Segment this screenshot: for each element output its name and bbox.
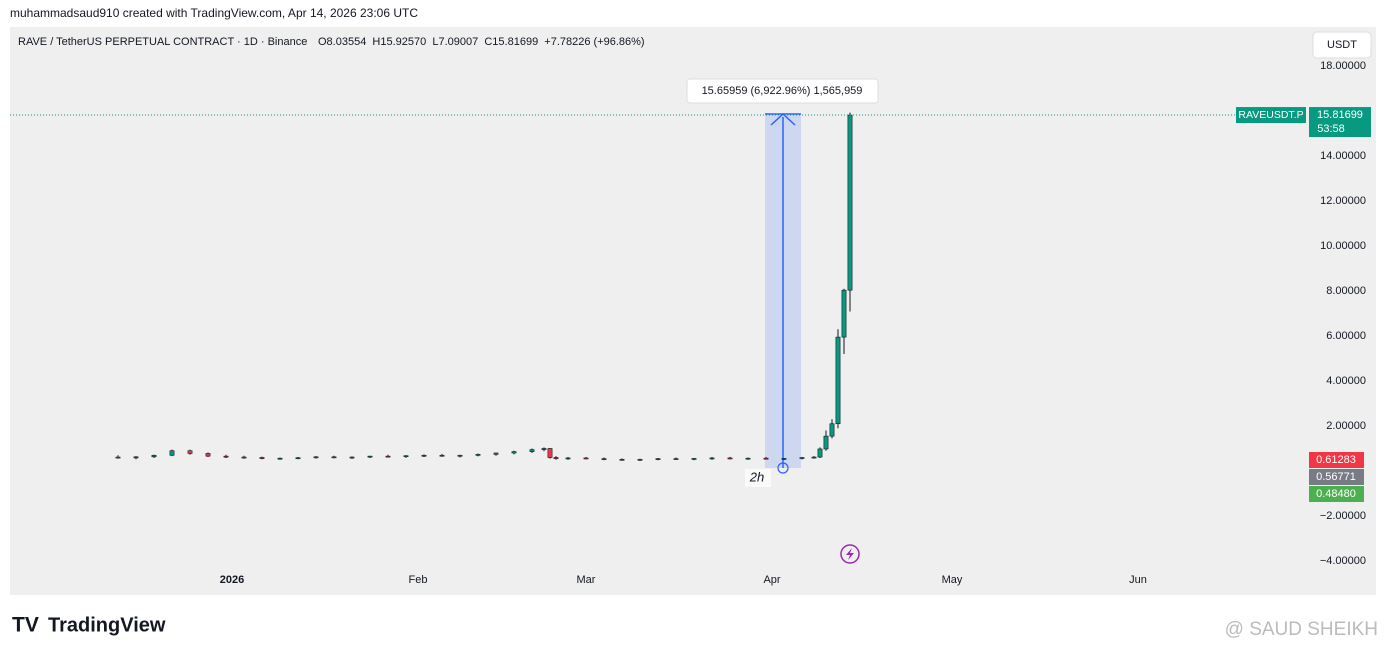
currency-box[interactable] — [1312, 31, 1372, 59]
x-tick-label: Mar — [577, 574, 596, 586]
candle-body — [601, 458, 607, 460]
ohlc: O8.03554 H15.92570 L7.09007 C15.81699 +7… — [318, 36, 645, 48]
candle-body — [511, 451, 517, 454]
candle-body — [547, 448, 553, 458]
price-label: 0.48480 — [1316, 488, 1356, 500]
x-tick-label: May — [942, 574, 963, 586]
candle-body — [829, 423, 835, 437]
symbol-box — [1236, 107, 1306, 124]
candle-body — [439, 454, 445, 457]
duration: 2h — [749, 469, 764, 484]
x-tick-label: 2026 — [220, 574, 244, 586]
candle-body — [457, 454, 463, 457]
candle-body — [169, 450, 175, 456]
y-tick-label: 4.00000 — [1326, 375, 1366, 387]
y-tick-label: −4.00000 — [1320, 555, 1366, 567]
candle-body — [565, 457, 571, 460]
candle-body — [187, 450, 193, 454]
candle-body — [475, 454, 481, 456]
y-tick-label: 18.00000 — [1320, 60, 1366, 72]
candle-body — [205, 453, 211, 457]
candle-body — [493, 452, 499, 455]
candle-body — [673, 458, 679, 460]
y-tick-label: −2.00000 — [1320, 510, 1366, 522]
candle-body — [115, 456, 121, 459]
y-tick-label: 12.00000 — [1320, 195, 1366, 207]
credit: muhammadsaud910 created with TradingView… — [10, 6, 418, 20]
price-label: 0.56771 — [1316, 471, 1356, 483]
candle-body — [823, 435, 829, 450]
duration-box — [745, 469, 771, 487]
y-tick-label: 2.00000 — [1326, 420, 1366, 432]
candle-body — [553, 457, 559, 459]
currency: USDT — [1327, 39, 1357, 51]
x-tick-label: Apr — [763, 574, 780, 586]
candle-body — [385, 455, 391, 458]
measure-label: 15.65959 (6,922.96%) 1,565,959 — [702, 85, 863, 97]
candle-body — [727, 457, 733, 460]
price-label-box — [1309, 486, 1364, 502]
brand: TradingView — [48, 614, 166, 636]
symbol: RAVE / TetherUS PERPETUAL CONTRACT · 1D … — [18, 36, 307, 48]
candle-body — [223, 455, 229, 458]
last-price-label: 15.81699 — [1317, 109, 1363, 121]
candle-body — [583, 457, 589, 460]
candle-body — [277, 457, 283, 460]
watermark: @ SAUD SHEIKH — [1225, 619, 1378, 640]
candle-body — [799, 457, 805, 459]
candle-body — [709, 457, 715, 460]
y-tick-label: 8.00000 — [1326, 285, 1366, 297]
measure-anchor — [777, 462, 789, 474]
candle-body — [295, 457, 301, 460]
event-bolt — [846, 548, 854, 560]
candle-body — [541, 448, 547, 450]
candle-body — [403, 455, 409, 458]
measure-box — [686, 78, 879, 104]
x-tick-label: Feb — [409, 574, 428, 586]
candle-body — [241, 456, 247, 459]
candle-body — [811, 456, 817, 459]
price-label-box — [1309, 452, 1364, 468]
last-price-box — [1309, 107, 1371, 138]
y-tick-label: 6.00000 — [1326, 330, 1366, 342]
x-tick-label: Jun — [1129, 574, 1147, 586]
chart-background — [10, 27, 1376, 595]
event-icon[interactable] — [840, 544, 860, 564]
candle-body — [817, 448, 823, 458]
candle-body — [133, 456, 139, 459]
symbol-label: RAVEUSDT.P — [1238, 109, 1303, 121]
candle-body — [781, 458, 787, 460]
price-label: 0.61283 — [1316, 454, 1356, 466]
candle-body — [835, 336, 841, 425]
candle-body — [847, 114, 853, 291]
candle-body — [691, 458, 697, 460]
y-tick-label: 10.00000 — [1320, 240, 1366, 252]
logo-mark: TV — [12, 614, 39, 637]
candle-body — [841, 289, 847, 338]
price-label-box — [1309, 469, 1364, 485]
y-tick-label: 14.00000 — [1320, 150, 1366, 162]
candle-body — [763, 457, 769, 460]
candle-body — [619, 459, 625, 461]
candle-body — [259, 457, 265, 459]
countdown: 53:58 — [1317, 123, 1345, 135]
candle-body — [331, 456, 337, 459]
candle-body — [637, 459, 643, 461]
candle-body — [151, 454, 157, 458]
candle-body — [367, 455, 373, 458]
candle-body — [313, 456, 319, 459]
candle-body — [349, 456, 355, 459]
candle-body — [421, 454, 427, 457]
candle-body — [655, 458, 661, 460]
candle-body — [529, 449, 535, 452]
candle-body — [745, 457, 751, 460]
